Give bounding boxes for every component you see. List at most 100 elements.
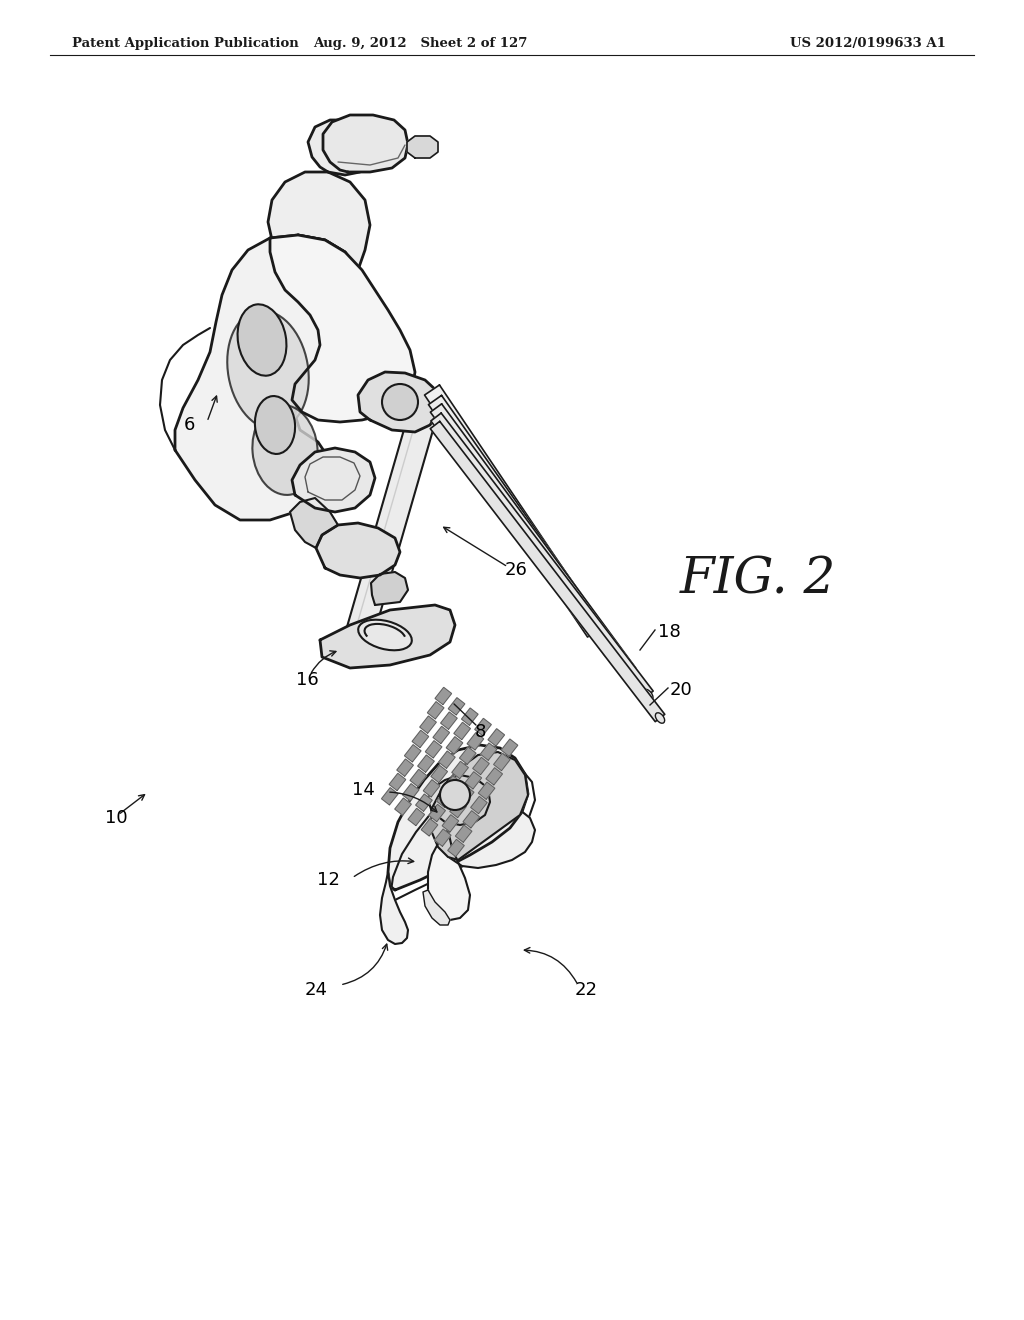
Ellipse shape <box>588 624 602 640</box>
Polygon shape <box>502 739 518 756</box>
Polygon shape <box>460 747 476 764</box>
Text: 12: 12 <box>317 871 340 888</box>
Polygon shape <box>402 784 419 801</box>
Text: 10: 10 <box>105 809 128 828</box>
Polygon shape <box>425 741 442 758</box>
Polygon shape <box>438 751 455 768</box>
Polygon shape <box>408 808 425 825</box>
Polygon shape <box>358 372 440 432</box>
Polygon shape <box>382 788 398 805</box>
Polygon shape <box>465 772 481 789</box>
Polygon shape <box>486 768 503 785</box>
Polygon shape <box>431 766 447 783</box>
Text: 22: 22 <box>575 981 598 999</box>
Polygon shape <box>478 781 495 800</box>
Text: 24: 24 <box>305 981 328 999</box>
Polygon shape <box>339 387 443 664</box>
Polygon shape <box>428 830 470 920</box>
Ellipse shape <box>255 396 295 454</box>
Polygon shape <box>429 804 445 821</box>
Polygon shape <box>463 810 479 828</box>
Polygon shape <box>412 730 429 747</box>
Polygon shape <box>488 729 505 746</box>
Polygon shape <box>316 523 400 578</box>
Polygon shape <box>308 120 372 176</box>
Text: 20: 20 <box>670 681 693 700</box>
Polygon shape <box>388 744 528 890</box>
Polygon shape <box>397 759 414 776</box>
Polygon shape <box>458 787 474 804</box>
Ellipse shape <box>655 713 665 723</box>
Polygon shape <box>421 818 438 836</box>
Ellipse shape <box>606 645 618 659</box>
Polygon shape <box>319 605 455 668</box>
Polygon shape <box>428 775 490 825</box>
Polygon shape <box>290 498 338 548</box>
Polygon shape <box>471 796 487 813</box>
Polygon shape <box>435 688 452 705</box>
Polygon shape <box>442 814 459 832</box>
Text: Patent Application Publication: Patent Application Publication <box>72 37 299 50</box>
Text: 8: 8 <box>475 723 486 741</box>
Polygon shape <box>450 800 466 817</box>
Polygon shape <box>292 447 375 512</box>
Polygon shape <box>467 733 483 750</box>
Ellipse shape <box>252 405 317 495</box>
Polygon shape <box>431 413 653 700</box>
Polygon shape <box>404 744 421 762</box>
Text: 26: 26 <box>505 561 528 579</box>
Polygon shape <box>452 762 468 779</box>
Text: 16: 16 <box>296 671 318 689</box>
Polygon shape <box>449 698 465 715</box>
Polygon shape <box>446 737 463 754</box>
Polygon shape <box>444 776 461 793</box>
Polygon shape <box>430 404 636 676</box>
Polygon shape <box>434 829 451 846</box>
Polygon shape <box>480 743 497 760</box>
Polygon shape <box>436 791 453 808</box>
Text: 6: 6 <box>183 416 195 434</box>
Circle shape <box>382 384 418 420</box>
Polygon shape <box>389 774 406 791</box>
Polygon shape <box>420 715 436 733</box>
Polygon shape <box>323 115 408 172</box>
Polygon shape <box>425 385 602 638</box>
Polygon shape <box>380 873 408 944</box>
Ellipse shape <box>625 665 635 678</box>
Circle shape <box>440 780 470 810</box>
Polygon shape <box>456 825 472 842</box>
Polygon shape <box>430 752 528 861</box>
Polygon shape <box>473 758 489 775</box>
Polygon shape <box>371 572 408 605</box>
Polygon shape <box>270 235 415 422</box>
Polygon shape <box>427 702 444 719</box>
Polygon shape <box>268 172 370 271</box>
Ellipse shape <box>227 310 309 429</box>
Polygon shape <box>423 890 450 925</box>
Polygon shape <box>423 780 440 797</box>
Text: FIG. 2: FIG. 2 <box>680 556 837 605</box>
Text: 14: 14 <box>352 781 375 799</box>
Polygon shape <box>410 770 427 787</box>
Polygon shape <box>428 396 618 656</box>
Polygon shape <box>454 722 470 739</box>
Polygon shape <box>445 808 535 869</box>
Ellipse shape <box>238 305 287 376</box>
Polygon shape <box>433 726 450 743</box>
Polygon shape <box>430 421 665 722</box>
Polygon shape <box>462 708 478 725</box>
Text: Aug. 9, 2012   Sheet 2 of 127: Aug. 9, 2012 Sheet 2 of 127 <box>312 37 527 50</box>
Text: 18: 18 <box>658 623 681 642</box>
Polygon shape <box>175 235 362 520</box>
Polygon shape <box>494 754 510 771</box>
Polygon shape <box>395 799 412 816</box>
Polygon shape <box>447 840 464 857</box>
Polygon shape <box>440 711 457 729</box>
Text: US 2012/0199633 A1: US 2012/0199633 A1 <box>790 37 946 50</box>
Polygon shape <box>416 795 432 812</box>
Polygon shape <box>475 718 492 735</box>
Ellipse shape <box>358 619 412 651</box>
Polygon shape <box>407 136 438 158</box>
Ellipse shape <box>643 689 653 701</box>
Polygon shape <box>418 755 434 772</box>
